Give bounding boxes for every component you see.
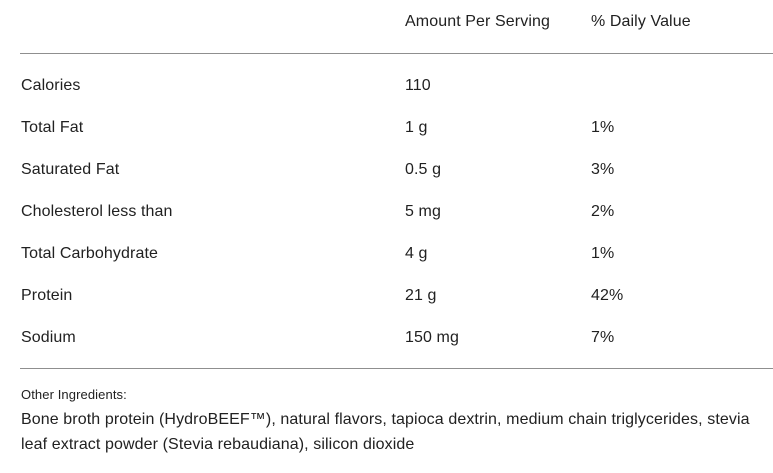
nutrient-label: Total Fat bbox=[21, 119, 84, 136]
other-ingredients-section: Other Ingredients: Bone broth protein (H… bbox=[21, 387, 761, 457]
amount-value: 5 mg bbox=[405, 203, 441, 220]
nutrient-label: Protein bbox=[21, 287, 73, 304]
nutrient-label: Sodium bbox=[21, 329, 76, 346]
header-amount-per-serving: Amount Per Serving bbox=[405, 12, 550, 30]
daily-value: 42% bbox=[591, 287, 624, 304]
table-row: Calories 110 bbox=[0, 65, 773, 107]
table-row: Protein 21 g 42% bbox=[0, 275, 773, 317]
nutrient-label: Total Carbohydrate bbox=[21, 245, 158, 262]
nutrition-rows: Calories 110 Total Fat 1 g 1% Saturated … bbox=[0, 65, 773, 359]
table-row: Saturated Fat 0.5 g 3% bbox=[0, 149, 773, 191]
amount-value: 150 mg bbox=[405, 329, 459, 346]
nutrient-label: Calories bbox=[21, 77, 81, 94]
amount-value: 4 g bbox=[405, 245, 428, 262]
table-row: Total Fat 1 g 1% bbox=[0, 107, 773, 149]
table-row: Cholesterol less than 5 mg 2% bbox=[0, 191, 773, 233]
daily-value: 1% bbox=[591, 245, 615, 262]
daily-value: 2% bbox=[591, 203, 615, 220]
header-daily-value: % Daily Value bbox=[591, 12, 691, 30]
table-header-row: Amount Per Serving % Daily Value bbox=[0, 0, 773, 43]
table-row: Total Carbohydrate 4 g 1% bbox=[0, 233, 773, 275]
amount-value: 1 g bbox=[405, 119, 428, 136]
daily-value: 7% bbox=[591, 329, 615, 346]
other-ingredients-text: Bone broth protein (HydroBEEF™), natural… bbox=[21, 411, 750, 453]
table-row: Sodium 150 mg 7% bbox=[0, 317, 773, 359]
other-ingredients-heading: Other Ingredients: bbox=[21, 387, 127, 402]
divider-top bbox=[20, 53, 773, 54]
amount-value: 21 g bbox=[405, 287, 437, 304]
daily-value: 1% bbox=[591, 119, 615, 136]
nutrient-label: Saturated Fat bbox=[21, 161, 120, 178]
daily-value: 3% bbox=[591, 161, 615, 178]
divider-bottom bbox=[20, 368, 773, 369]
amount-value: 110 bbox=[405, 77, 431, 94]
amount-value: 0.5 g bbox=[405, 161, 442, 178]
nutrient-label: Cholesterol less than bbox=[21, 203, 173, 220]
